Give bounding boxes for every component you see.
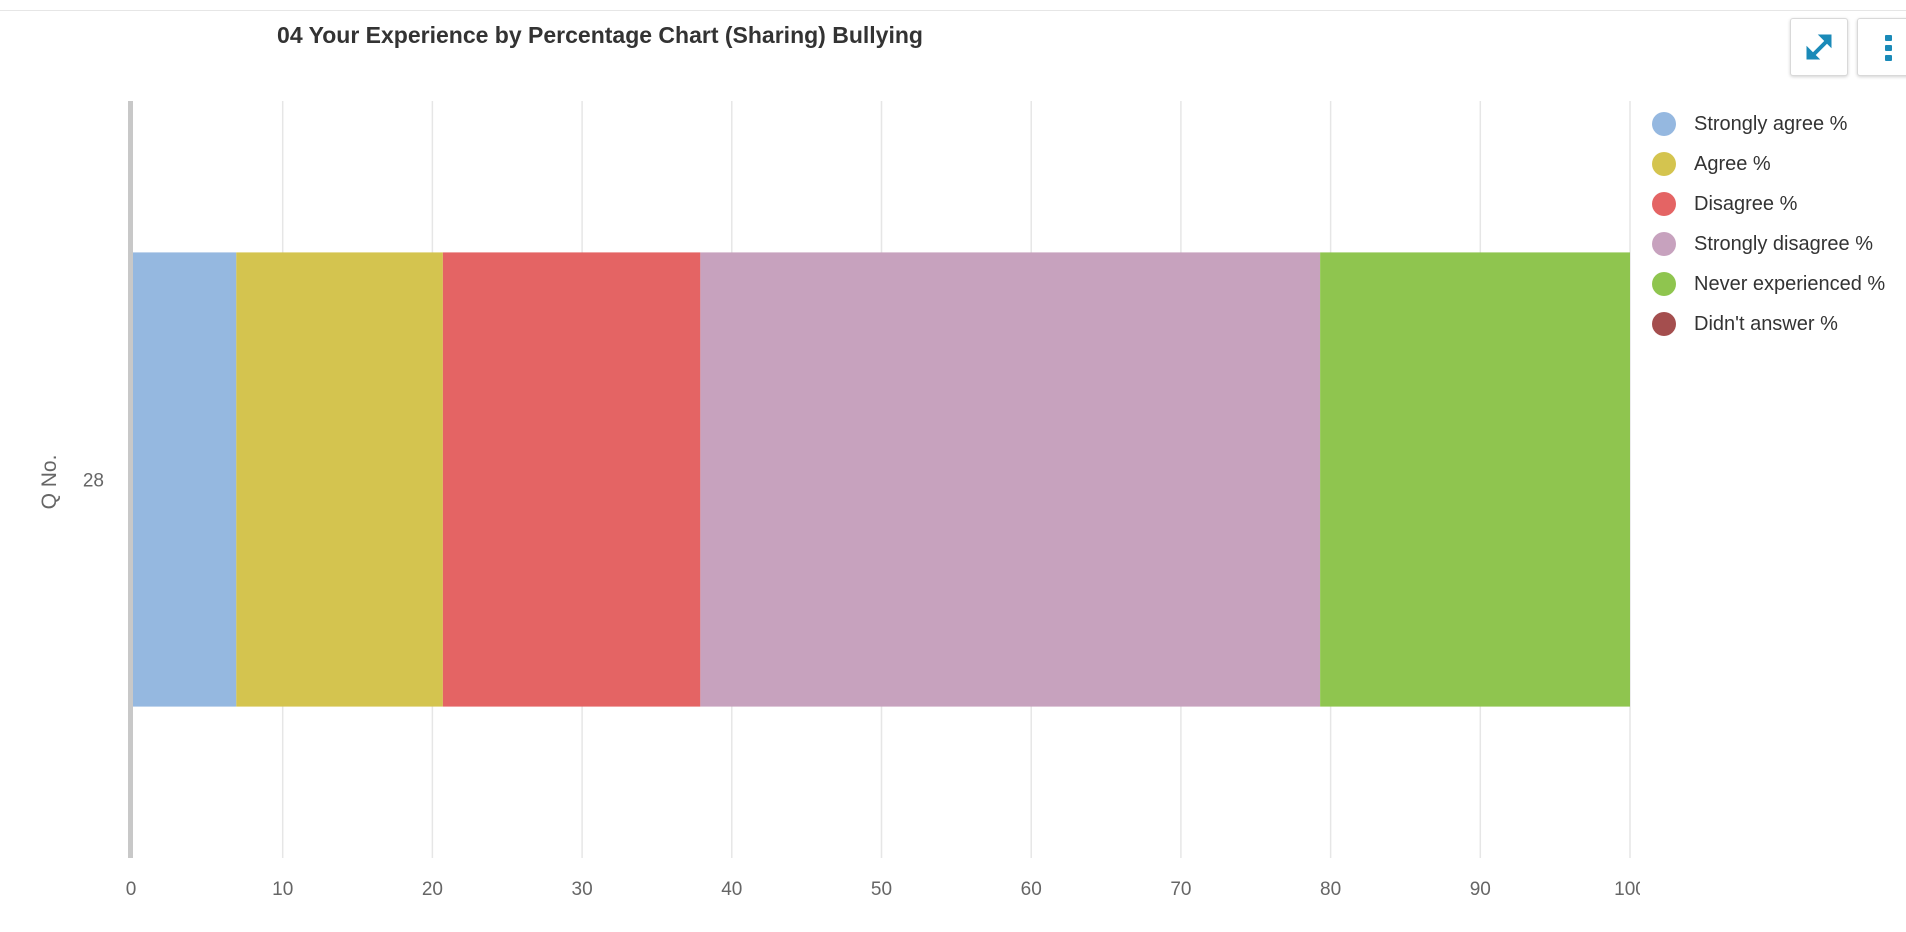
legend-label: Strongly disagree % — [1694, 233, 1873, 255]
legend-item[interactable]: Disagree % — [1652, 190, 1906, 230]
chart-title: 04 Your Experience by Percentage Chart (… — [277, 22, 923, 48]
y-axis-title: Q No. — [38, 455, 61, 510]
legend-swatch — [1652, 112, 1676, 136]
x-tick-label: 30 — [572, 879, 593, 900]
x-tick-label: 40 — [721, 879, 742, 900]
x-tick-label: 50 — [871, 879, 892, 900]
legend-swatch — [1652, 232, 1676, 256]
legend-swatch — [1652, 192, 1676, 216]
x-tick-label: 0 — [126, 879, 137, 900]
bar-segment[interactable] — [236, 252, 443, 707]
x-tick-label: 80 — [1320, 879, 1341, 900]
legend-item[interactable]: Didn't answer % — [1652, 310, 1906, 350]
legend-swatch — [1652, 312, 1676, 336]
expand-button[interactable] — [1790, 18, 1848, 76]
expand-diagonal-icon — [1806, 34, 1832, 60]
top-divider — [0, 10, 1906, 11]
legend-item[interactable]: Strongly agree % — [1652, 110, 1906, 150]
bar-segment[interactable] — [442, 252, 701, 707]
legend-label: Didn't answer % — [1694, 313, 1838, 335]
stacked-bar-chart: 0 10 20 30 40 50 60 70 80 90 100 28 Q No. — [38, 101, 1640, 900]
legend-label: Disagree % — [1694, 193, 1798, 215]
x-axis-tick-labels: 0 10 20 30 40 50 60 70 80 90 100 — [126, 879, 1640, 900]
x-tick-label: 100 — [1614, 879, 1640, 900]
bar-segment[interactable] — [700, 252, 1321, 707]
y-axis-line — [128, 101, 133, 858]
legend-swatch — [1652, 272, 1676, 296]
legend-label: Strongly agree % — [1694, 113, 1848, 135]
chart-legend: Strongly agree % Agree % Disagree % Strongl… — [1652, 110, 1906, 350]
vertical-ellipsis-icon — [1885, 35, 1892, 61]
legend-label: Agree % — [1694, 153, 1771, 175]
legend-label: Never experienced % — [1694, 273, 1886, 295]
more-options-button[interactable] — [1857, 18, 1906, 76]
bar-segment[interactable] — [1320, 252, 1630, 707]
legend-item[interactable]: Agree % — [1652, 150, 1906, 190]
legend-swatch — [1652, 152, 1676, 176]
x-tick-label: 10 — [272, 879, 293, 900]
y-category-label: 28 — [83, 471, 104, 492]
legend-item[interactable]: Never experienced % — [1652, 270, 1906, 310]
legend-item[interactable]: Strongly disagree % — [1652, 230, 1906, 270]
x-tick-label: 20 — [422, 879, 443, 900]
bar-segments — [133, 252, 1630, 707]
x-tick-label: 70 — [1170, 879, 1191, 900]
x-tick-label: 60 — [1021, 879, 1042, 900]
y-axis-category-labels: 28 — [83, 471, 104, 492]
x-tick-label: 90 — [1470, 879, 1491, 900]
bar-segment[interactable] — [133, 252, 237, 707]
